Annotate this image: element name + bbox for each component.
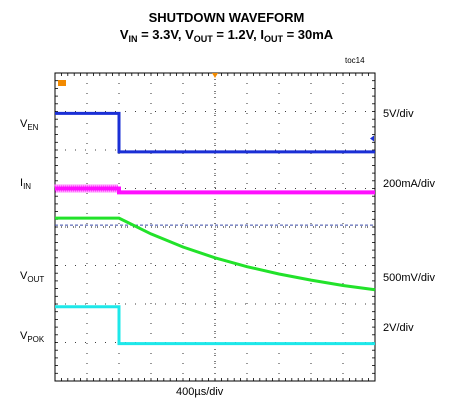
channel-scale-label: 500mV/div <box>383 272 435 284</box>
trace-iin-noise <box>102 184 105 193</box>
subtitle-part: IN <box>128 34 138 44</box>
trace-iin-noise <box>76 184 79 193</box>
channel-label-sub: IN <box>23 182 32 191</box>
trace-iin-noise <box>98 184 101 193</box>
channel-label-name: V <box>20 270 28 282</box>
channel-scale-label: 5V/div <box>383 108 414 120</box>
trace-iin-noise <box>96 184 99 193</box>
channel-label-name: V <box>20 330 28 342</box>
chart-title: SHUTDOWN WAVEFORM <box>148 10 305 25</box>
chart-subtitle: VIN = 3.3V, VOUT = 1.2V, IOUT = 30mA <box>0 27 453 44</box>
subtitle-part: OUT <box>193 34 213 44</box>
trace-iin-noise <box>86 184 89 193</box>
trace-iin-noise <box>64 184 67 193</box>
channel-label-name: I <box>20 177 24 189</box>
trace-iin-noise <box>70 184 73 193</box>
channel-label: IIN <box>20 177 32 191</box>
trace-iin-noise <box>90 184 93 193</box>
figure-tag: toc14 <box>345 56 365 65</box>
trigger-marker-icon <box>212 73 218 78</box>
channel-label-sub: EN <box>27 123 39 132</box>
trace-vpok <box>55 305 375 346</box>
channel-label-sub: POK <box>27 335 45 344</box>
ref-marker-icon <box>370 135 374 142</box>
trace-iin-noise <box>60 184 63 193</box>
trace-iin-noise <box>106 184 109 193</box>
trace-iin-noise <box>80 184 83 193</box>
subtitle-part: = 3.3V, V <box>137 27 194 42</box>
subtitle-part: V <box>119 27 129 42</box>
channel-label-name: V <box>20 118 28 130</box>
trace-iin-noise <box>104 184 107 193</box>
trace-iin-noise <box>78 184 81 193</box>
trace-iin-noise <box>62 184 65 193</box>
time-scale-label: 400µs/div <box>176 386 224 398</box>
trace-iin-noise <box>58 184 61 193</box>
channel-marker-icon <box>58 80 66 86</box>
channel-label: VPOK <box>20 330 45 344</box>
subtitle-part: = 1.2V, I <box>212 27 264 42</box>
trace-iin-noise <box>66 184 69 193</box>
trace-ven <box>55 111 375 154</box>
trace-iin-noise <box>68 184 71 193</box>
trace-iin-noise <box>100 184 103 193</box>
trace-iin-noise <box>84 184 87 193</box>
trace-iin-noise <box>92 184 95 193</box>
channel-scale-label: 2V/div <box>383 322 414 334</box>
trace-iin-noise <box>88 184 91 193</box>
subtitle-part: = 30mA <box>282 27 334 42</box>
trace-iin-noise <box>110 184 113 193</box>
trace-iin-noise <box>74 184 77 193</box>
trace-iin-noise <box>108 184 111 193</box>
trace-iin-noise <box>72 184 75 193</box>
channel-label-sub: OUT <box>27 275 45 284</box>
trace-iin-noise <box>114 184 117 193</box>
channel-label: VOUT <box>20 270 45 284</box>
trace-iin-noise <box>112 184 115 193</box>
subtitle-part: OUT <box>263 34 283 44</box>
channel-scale-label: 200mA/div <box>383 178 435 190</box>
trace-iin-noise <box>116 184 119 193</box>
trace-iin-noise <box>54 184 57 193</box>
trace-iin-noise <box>82 184 85 193</box>
trace-iin-noise <box>56 184 59 193</box>
channel-label: VEN <box>20 118 39 132</box>
trace-iin-noise <box>94 184 97 193</box>
trace-vout <box>55 216 376 292</box>
